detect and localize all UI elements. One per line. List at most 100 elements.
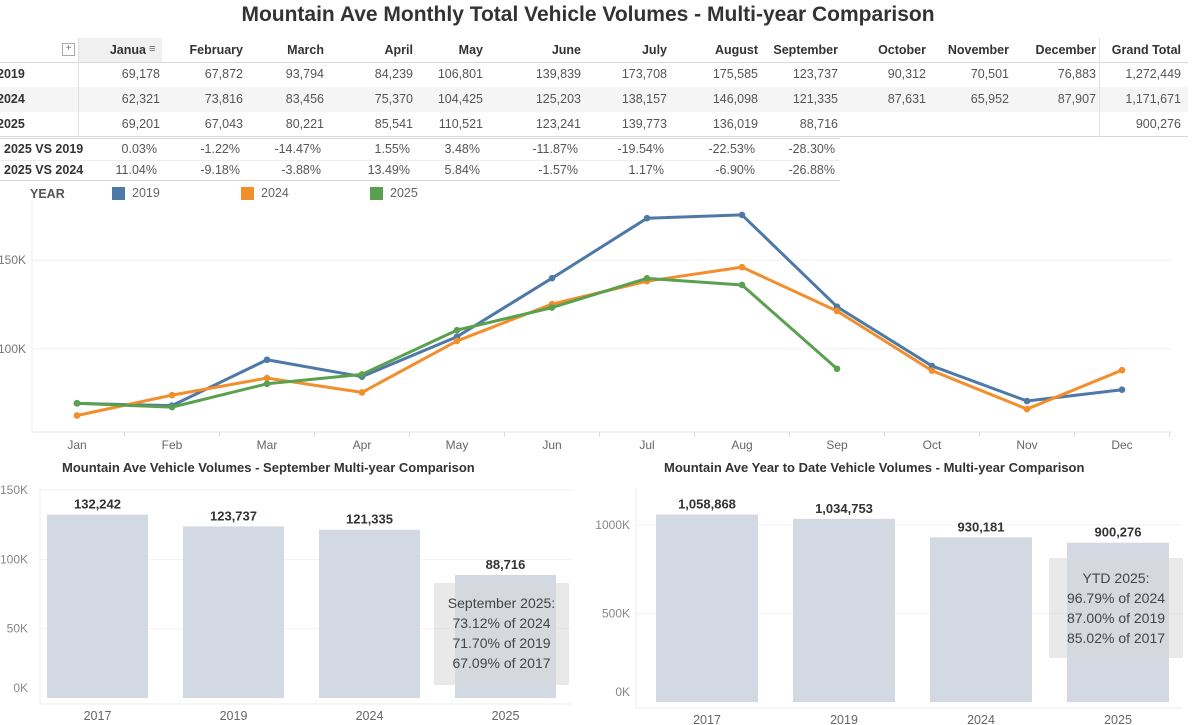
table-cell: 121,335 <box>792 92 838 106</box>
comparison-cell: -1.57% <box>538 163 578 177</box>
september-x-tick-label: 2025 <box>492 709 520 723</box>
x-tick-label: Apr <box>353 438 372 452</box>
data-point-2024 <box>168 391 176 399</box>
column-header: May <box>458 43 483 57</box>
annotation-line: September 2025: <box>447 595 556 611</box>
table-cell: 139,773 <box>621 117 667 131</box>
table-cell: 84,239 <box>374 67 413 81</box>
ytd-bar-label: 1,034,753 <box>815 501 873 516</box>
table-cell: 87,907 <box>1057 92 1096 106</box>
table-cell: 73,816 <box>204 92 243 106</box>
table-cell: 90,312 <box>887 67 926 81</box>
comparison-cell: 1.17% <box>628 163 664 177</box>
table-cell: 138,157 <box>621 92 667 106</box>
x-tick-label: Feb <box>162 438 183 452</box>
table-cell: 123,737 <box>792 67 838 81</box>
september-y-tick-label: 100K <box>0 552 28 566</box>
row-label: 2025 <box>0 117 25 131</box>
comparison-cell: -28.30% <box>788 142 835 156</box>
ytd-y-tick-label: 1000K <box>595 518 630 532</box>
data-point-2025 <box>833 365 841 373</box>
column-header: July <box>641 43 667 57</box>
ytd-bar-label: 900,276 <box>1095 525 1142 540</box>
september-bar-label: 123,737 <box>210 508 257 523</box>
ytd-bar-label: 930,181 <box>958 519 1005 534</box>
x-tick-label: Oct <box>923 438 942 452</box>
data-point-2025 <box>453 326 461 334</box>
ytd-y-tick-label: 0K <box>615 685 630 699</box>
ytd-annotation: YTD 2025: 96.79% of 2024 87.00% of 2019 … <box>1049 558 1183 658</box>
column-header: Grand Total <box>1111 43 1181 57</box>
legend-label-2025[interactable]: 2025 <box>390 186 418 200</box>
comparison-cell: 5.84% <box>444 163 480 177</box>
september-x-tick-label: 2024 <box>356 709 384 723</box>
comparison-cell: -3.88% <box>281 163 321 177</box>
comparison-label: 2025 VS 2019 <box>4 142 84 156</box>
data-point-2024 <box>1118 366 1126 374</box>
september-y-tick-label: 0K <box>13 681 28 695</box>
comparison-cell: -6.90% <box>715 163 755 177</box>
ytd-x-tick-label: 2025 <box>1104 713 1132 725</box>
annotation-line: 96.79% of 2024 <box>1066 590 1166 606</box>
table-cell: 1,171,671 <box>1125 92 1181 106</box>
annotation-line: 67.09% of 2017 <box>452 655 551 671</box>
annotation-line: 73.12% of 2024 <box>452 615 551 631</box>
data-point-2019 <box>928 362 936 370</box>
ytd-chart-title: Mountain Ave Year to Date Vehicle Volume… <box>664 460 1085 475</box>
september-annotation: September 2025: 73.12% of 2024 71.70% of… <box>434 583 569 685</box>
table-cell: 76,883 <box>1057 67 1096 81</box>
annotation-line: YTD 2025: <box>1082 570 1150 586</box>
september-bar-label: 132,242 <box>74 497 121 512</box>
column-header: Janua <box>109 43 146 57</box>
sorted-header-highlight <box>78 38 162 62</box>
table-cell: 106,801 <box>437 67 483 81</box>
expand-icon[interactable]: + <box>62 43 75 56</box>
sort-icon[interactable]: ≡ <box>149 43 156 55</box>
data-point-2024 <box>263 374 271 382</box>
data-point-2025 <box>643 275 651 282</box>
table-cell: 69,178 <box>121 67 160 81</box>
september-x-tick-label: 2017 <box>84 709 112 723</box>
row-band <box>0 87 1188 112</box>
data-point-2024 <box>73 412 81 419</box>
legend-title: YEAR <box>30 187 65 201</box>
ytd-x-tick-label: 2017 <box>693 713 721 725</box>
table-cell: 87,631 <box>887 92 926 106</box>
table-cell: 104,425 <box>437 92 483 106</box>
column-header: June <box>551 43 581 57</box>
data-point-2024 <box>928 367 936 374</box>
legend-swatch-2019[interactable] <box>112 187 125 200</box>
table-cell: 67,872 <box>204 67 243 81</box>
x-tick-label: Aug <box>731 438 752 452</box>
table-cell: 93,794 <box>285 67 324 81</box>
september-bar-2019 <box>183 526 284 698</box>
data-point-2024 <box>833 307 841 315</box>
table-cell: 173,708 <box>621 67 667 81</box>
table-cell: 1,272,449 <box>1125 67 1181 81</box>
column-header: September <box>773 43 838 57</box>
legend-label-2019[interactable]: 2019 <box>132 186 160 200</box>
comparison-cell: 13.49% <box>367 163 410 177</box>
table-cell: 70,501 <box>970 67 1009 81</box>
comparison-label: 2025 VS 2024 <box>4 163 84 177</box>
data-point-2019 <box>1118 386 1126 394</box>
legend-label-2024[interactable]: 2024 <box>261 186 289 200</box>
comparison-cell: -9.18% <box>200 163 240 177</box>
ytd-x-tick-label: 2019 <box>830 713 858 725</box>
column-header: December <box>1035 43 1096 57</box>
data-point-2019 <box>738 211 746 219</box>
table-cell: 139,839 <box>535 67 581 81</box>
legend-swatch-2024[interactable] <box>241 187 254 200</box>
comparison-cell: -11.87% <box>532 142 578 156</box>
column-header: August <box>714 43 758 57</box>
data-point-2019 <box>548 274 556 282</box>
table-cell: 69,201 <box>121 117 160 131</box>
x-tick-label: May <box>446 438 469 452</box>
annotation-line: 87.00% of 2019 <box>1066 610 1166 626</box>
table-cell: 85,541 <box>374 117 413 131</box>
data-point-2025 <box>168 403 176 411</box>
september-chart-title: Mountain Ave Vehicle Volumes - September… <box>62 460 475 475</box>
legend-swatch-2025[interactable] <box>370 187 383 200</box>
x-tick-label: Nov <box>1016 438 1037 452</box>
